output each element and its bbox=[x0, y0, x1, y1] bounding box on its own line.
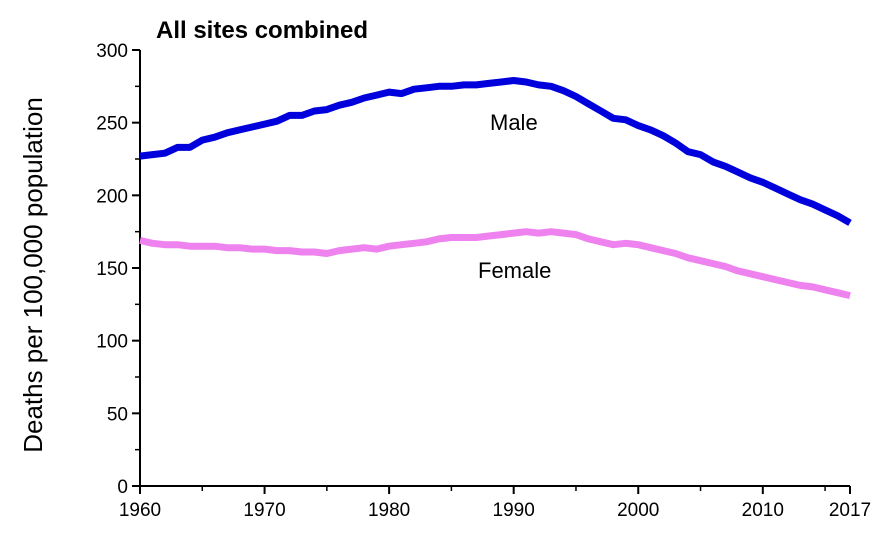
x-tick-label: 1990 bbox=[493, 500, 535, 521]
series-layer bbox=[139, 77, 852, 300]
ticks-layer: 0 50 100 150 200 250 300 1960 1970 1980 1990 2000 20… bbox=[96, 41, 871, 521]
male-series-label: Male bbox=[490, 110, 538, 135]
y-tick-label: 0 bbox=[117, 477, 128, 498]
y-axis-label: Deaths per 100,000 population bbox=[18, 97, 48, 453]
y-tick-label: 250 bbox=[96, 114, 128, 135]
male-series-line bbox=[139, 77, 852, 226]
y-tick-label: 150 bbox=[96, 259, 128, 280]
y-tick-label: 100 bbox=[96, 332, 128, 353]
x-tick-label: 2017 bbox=[829, 500, 871, 521]
x-tick-label: 1970 bbox=[243, 500, 285, 521]
x-tick-label: 2010 bbox=[742, 500, 784, 521]
female-series-line bbox=[139, 228, 851, 300]
y-tick-label: 50 bbox=[107, 404, 128, 425]
x-tick-label: 1980 bbox=[368, 500, 410, 521]
y-tick-label: 200 bbox=[96, 186, 128, 207]
chart-title: All sites combined bbox=[156, 17, 368, 44]
x-tick-label: 1960 bbox=[119, 500, 161, 521]
female-series-label: Female bbox=[478, 258, 551, 283]
x-tick-label: 2000 bbox=[617, 500, 659, 521]
y-tick-label: 300 bbox=[96, 41, 128, 62]
